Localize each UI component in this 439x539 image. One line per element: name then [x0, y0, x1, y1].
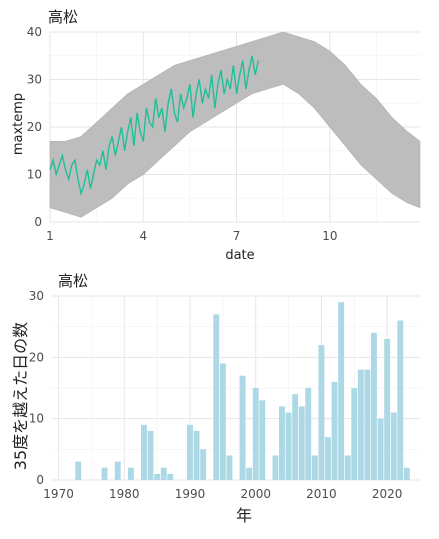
chart1-x-tick-label: 4: [139, 229, 147, 243]
chart2-bar: [272, 455, 279, 480]
chart2-bar: [239, 375, 246, 480]
chart2-bar: [377, 418, 384, 480]
chart1-y-tick-label: 40: [27, 25, 42, 39]
chart2-y-tick-label: 10: [29, 412, 44, 426]
chart2-bar: [141, 424, 147, 480]
chart2-bar: [292, 394, 299, 480]
chart2-bar: [331, 381, 338, 480]
chart2-bar: [219, 363, 226, 480]
chart2-bar: [101, 467, 108, 480]
chart1-x-tick-label: 10: [322, 229, 337, 243]
chart1-x-tick-label: 1: [46, 229, 54, 243]
chart2-bar: [403, 467, 410, 480]
chart2-x-tick-label: 2010: [306, 487, 337, 501]
chart1-history-band-area: [49, 31, 421, 218]
chart1-current-year-line: [49, 55, 259, 197]
chart2-bar: [318, 345, 325, 480]
chart2-bar: [200, 449, 207, 480]
chart1-y-ticks: 0 10 20 30 40: [27, 25, 42, 229]
chart2-x-tick-label: 2020: [372, 487, 403, 501]
chart2-x-tick-label: 1990: [175, 487, 206, 501]
chart2-bars: [75, 302, 410, 480]
chart2-bar: [364, 369, 371, 480]
chart2-y-ticks: 0 10 20 30: [29, 289, 44, 487]
chart2-x-ticks: 1970 1980 1990 2000 2010 2020: [43, 487, 402, 501]
chart2-y-tick-label: 0: [36, 473, 44, 487]
chart1-y-tick-label: 30: [27, 73, 42, 87]
chart1-x-axis-label: date: [225, 248, 254, 263]
chart2-y-tick-label: 30: [29, 289, 44, 303]
chart2-bar: [160, 467, 167, 480]
chart2-bar: [147, 430, 154, 480]
chart2-bar: [305, 388, 312, 480]
chart2-x-tick-label: 2000: [240, 487, 271, 501]
chart2-bar: [344, 455, 351, 480]
chart2-bar: [371, 332, 377, 480]
chart2-bar: [213, 314, 220, 480]
hot-days-chart: 高松 0 10 20 30 1970 1980 1990 2000 2010 2020 年 35…: [11, 272, 420, 525]
chart2-bar: [338, 302, 345, 480]
chart2-bar: [285, 412, 292, 480]
chart2-bar: [167, 473, 174, 480]
chart2-x-tick-label: 1980: [109, 487, 140, 501]
chart2-bar: [397, 320, 404, 480]
chart2-bar: [75, 461, 82, 480]
chart1-current-line: [49, 55, 259, 197]
chart2-bar: [252, 388, 259, 480]
chart2-bar: [127, 467, 134, 480]
chart2-bar: [311, 455, 318, 480]
chart1-y-tick-label: 0: [34, 215, 42, 229]
chart2-bar: [390, 412, 397, 480]
chart2-bar: [298, 406, 305, 480]
chart2-bar: [351, 388, 358, 480]
chart2-bar: [154, 473, 161, 480]
chart2-title: 高松: [58, 272, 88, 290]
temperature-chart: 高松 0 10 20 30 40 1 4 7 10 date maxtemp: [11, 8, 421, 263]
chart2-bar: [259, 400, 266, 480]
chart2-bar: [357, 369, 364, 480]
chart2-y-tick-label: 20: [29, 350, 44, 364]
chart1-x-tick-label: 7: [233, 229, 241, 243]
chart1-y-tick-label: 10: [27, 168, 42, 182]
chart2-bar: [384, 338, 391, 480]
chart1-y-axis-label: maxtemp: [11, 93, 26, 155]
chart1-y-tick-label: 20: [27, 120, 42, 134]
chart2-bar: [226, 455, 233, 480]
chart2-x-axis-label: 年: [236, 506, 252, 525]
chart2-y-axis-label: 35度を越えた日の数: [11, 322, 30, 470]
chart2-bar: [279, 406, 285, 480]
chart1-title: 高松: [48, 8, 78, 26]
chart2-bar: [114, 461, 121, 480]
chart1-x-ticks: 1 4 7 10: [46, 229, 337, 243]
chart2-x-tick-label: 1970: [43, 487, 74, 501]
chart2-bar: [187, 424, 193, 480]
chart2-bar: [325, 437, 331, 480]
chart2-bar: [246, 467, 253, 480]
chart1-history-band: [49, 31, 421, 218]
chart2-bar: [193, 430, 200, 480]
